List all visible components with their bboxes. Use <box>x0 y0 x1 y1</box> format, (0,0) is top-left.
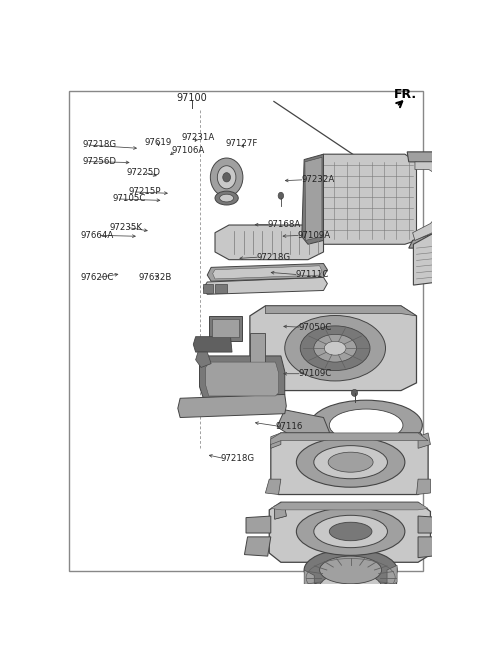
Polygon shape <box>387 565 397 587</box>
Polygon shape <box>275 506 286 519</box>
Ellipse shape <box>304 549 397 591</box>
Polygon shape <box>207 264 327 281</box>
Polygon shape <box>407 152 463 248</box>
Ellipse shape <box>320 556 382 584</box>
Polygon shape <box>213 266 322 279</box>
Text: 97100: 97100 <box>177 93 207 103</box>
Ellipse shape <box>328 452 373 472</box>
Ellipse shape <box>344 611 349 617</box>
Polygon shape <box>305 157 322 240</box>
Text: 97225D: 97225D <box>127 168 161 176</box>
Text: 97664A: 97664A <box>81 231 114 240</box>
Text: 97218G: 97218G <box>256 253 290 262</box>
Text: FR.: FR. <box>394 89 417 102</box>
Text: 97106A: 97106A <box>172 146 205 155</box>
Text: 97619: 97619 <box>145 138 172 147</box>
Ellipse shape <box>210 158 243 197</box>
Polygon shape <box>418 537 446 558</box>
Text: 97232A: 97232A <box>301 175 334 184</box>
Polygon shape <box>308 154 417 244</box>
Text: 97218G: 97218G <box>83 140 117 150</box>
Polygon shape <box>418 433 431 448</box>
Polygon shape <box>204 277 327 295</box>
Ellipse shape <box>310 400 422 450</box>
Polygon shape <box>271 433 428 495</box>
Ellipse shape <box>300 326 370 371</box>
Ellipse shape <box>314 445 387 479</box>
Polygon shape <box>206 362 278 396</box>
Ellipse shape <box>285 316 385 381</box>
Ellipse shape <box>217 166 236 189</box>
Text: 97218G: 97218G <box>221 454 255 463</box>
Polygon shape <box>246 516 271 533</box>
Text: 97235K: 97235K <box>110 223 143 232</box>
Text: 97111C: 97111C <box>295 270 328 279</box>
Polygon shape <box>200 356 285 398</box>
Polygon shape <box>417 479 431 495</box>
Text: 97632B: 97632B <box>138 274 171 282</box>
Ellipse shape <box>278 192 284 199</box>
Text: 97105C: 97105C <box>113 194 146 203</box>
Polygon shape <box>250 306 417 390</box>
Polygon shape <box>271 502 428 510</box>
Text: 97116: 97116 <box>275 422 302 431</box>
Polygon shape <box>196 352 211 367</box>
Text: 97256D: 97256D <box>83 157 116 166</box>
Ellipse shape <box>220 194 234 202</box>
Polygon shape <box>193 337 232 352</box>
Text: 97127F: 97127F <box>225 139 258 148</box>
Text: 97050C: 97050C <box>298 323 332 332</box>
Ellipse shape <box>320 573 382 601</box>
Ellipse shape <box>314 335 357 362</box>
Polygon shape <box>302 154 324 244</box>
Ellipse shape <box>304 566 397 607</box>
Polygon shape <box>244 537 271 556</box>
Polygon shape <box>413 162 449 240</box>
Polygon shape <box>265 479 281 495</box>
Ellipse shape <box>324 341 346 355</box>
Polygon shape <box>304 570 314 592</box>
Polygon shape <box>178 394 286 417</box>
Polygon shape <box>413 221 455 285</box>
Text: 97215P: 97215P <box>129 188 161 196</box>
Ellipse shape <box>329 522 372 541</box>
Polygon shape <box>271 433 428 445</box>
Text: 97109C: 97109C <box>298 369 331 379</box>
Bar <box>209 316 242 340</box>
Polygon shape <box>271 433 281 448</box>
Polygon shape <box>204 283 214 293</box>
Text: 97109A: 97109A <box>297 231 330 240</box>
Polygon shape <box>418 516 444 533</box>
Polygon shape <box>265 306 417 316</box>
Ellipse shape <box>314 516 387 548</box>
Text: 97620C: 97620C <box>81 274 114 282</box>
Ellipse shape <box>296 437 405 487</box>
Ellipse shape <box>351 390 358 396</box>
Polygon shape <box>250 333 265 363</box>
Polygon shape <box>215 225 324 260</box>
Ellipse shape <box>223 173 230 182</box>
Polygon shape <box>269 502 431 562</box>
Ellipse shape <box>329 409 403 441</box>
Bar <box>212 319 239 337</box>
Ellipse shape <box>215 191 238 205</box>
Polygon shape <box>275 506 286 519</box>
Ellipse shape <box>296 508 405 556</box>
Polygon shape <box>215 283 227 293</box>
Text: 97168A: 97168A <box>267 220 301 229</box>
Polygon shape <box>277 410 331 437</box>
Text: 97231A: 97231A <box>181 133 214 142</box>
